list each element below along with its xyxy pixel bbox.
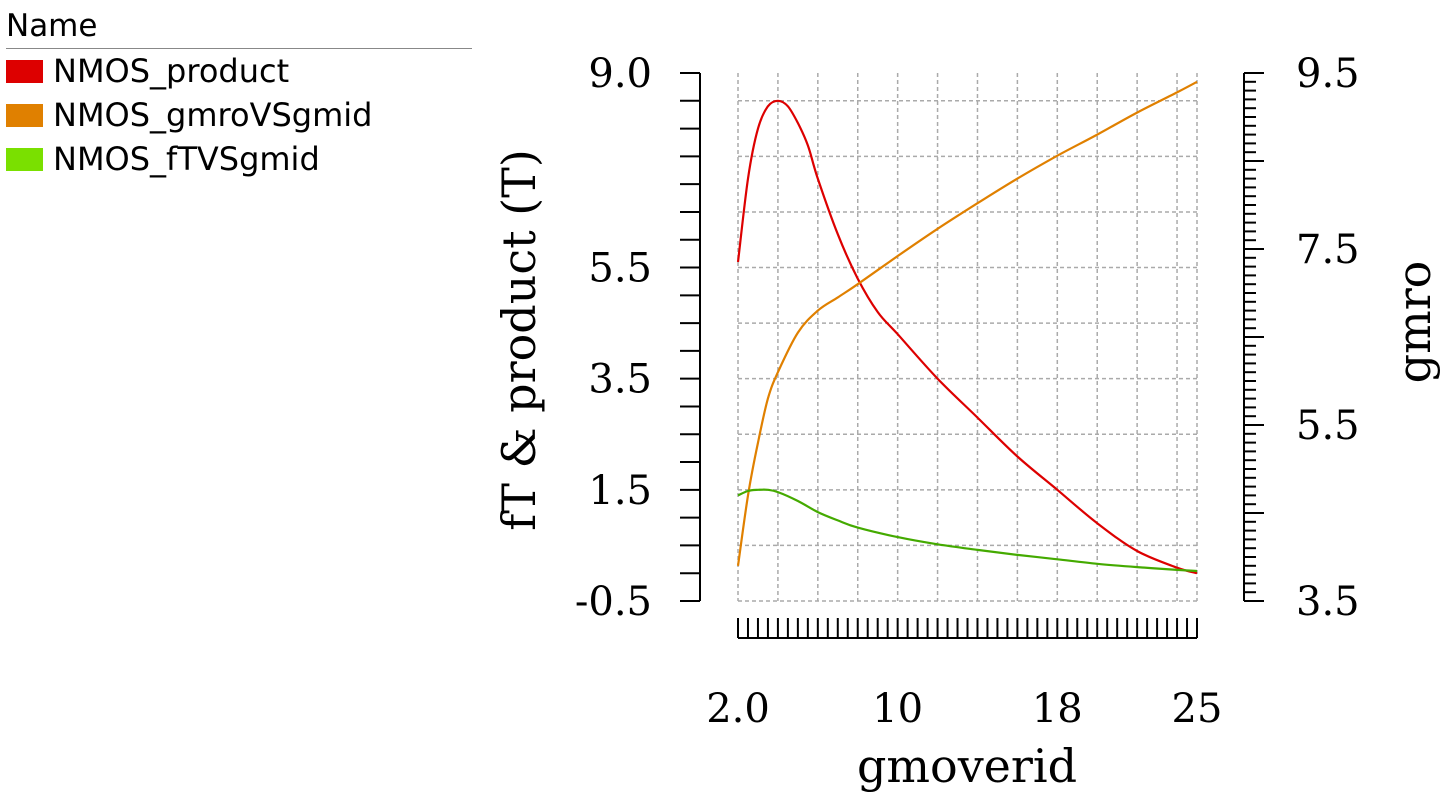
legend-label: NMOS_fTVSgmid bbox=[53, 140, 320, 178]
legend-swatch bbox=[6, 59, 43, 83]
legend-swatch bbox=[6, 103, 43, 127]
axes bbox=[680, 72, 1264, 639]
grid bbox=[737, 73, 1198, 602]
legend-item-nmos-gmro[interactable]: NMOS_gmroVSgmid bbox=[6, 93, 472, 137]
legend-item-nmos-ft[interactable]: NMOS_fTVSgmid bbox=[6, 137, 472, 181]
y-left-tick-label: 1.5 bbox=[588, 468, 652, 514]
y-left-tick-label: 5.5 bbox=[588, 246, 652, 292]
x-tick-label: 25 bbox=[1172, 686, 1223, 732]
legend-swatch bbox=[6, 147, 43, 171]
x-tick-label: 2.0 bbox=[706, 686, 770, 732]
legend-item-nmos-product[interactable]: NMOS_product bbox=[6, 49, 472, 93]
y-right-tick-label: 5.5 bbox=[1296, 403, 1360, 449]
y-left-axis-title: fT & product (T) bbox=[492, 149, 546, 531]
series-group bbox=[736, 80, 1198, 575]
tick-labels: 2.0 10 18 25 9.0 5.5 3.5 1.5 -0.5 9.5 7.5 5.5 3.5 bbox=[575, 51, 1360, 732]
legend-label: NMOS_product bbox=[53, 52, 290, 90]
y-left-tick-label: -0.5 bbox=[575, 579, 652, 625]
series-line-nmos-product bbox=[736, 99, 1198, 575]
legend-title: Name bbox=[6, 6, 472, 49]
legend: Name NMOS_product NMOS_gmroVSgmid NMOS_f… bbox=[6, 6, 472, 181]
y-left-tick-label: 3.5 bbox=[588, 357, 652, 403]
y-left-tick-label: 9.0 bbox=[588, 51, 652, 97]
series-line-nmos-gmrovsgmid bbox=[736, 80, 1198, 566]
y-right-axis-title: gmro bbox=[1387, 261, 1440, 384]
x-tick-label: 10 bbox=[872, 686, 923, 732]
y-right-tick-label: 3.5 bbox=[1296, 579, 1360, 625]
y-right-tick-label: 7.5 bbox=[1296, 227, 1360, 273]
series-line-nmos-ftvsgmid bbox=[737, 488, 1198, 573]
legend-label: NMOS_gmroVSgmid bbox=[53, 96, 373, 134]
x-axis-title: gmoverid bbox=[857, 739, 1077, 793]
x-tick-label: 18 bbox=[1032, 686, 1083, 732]
y-right-tick-label: 9.5 bbox=[1296, 51, 1360, 97]
